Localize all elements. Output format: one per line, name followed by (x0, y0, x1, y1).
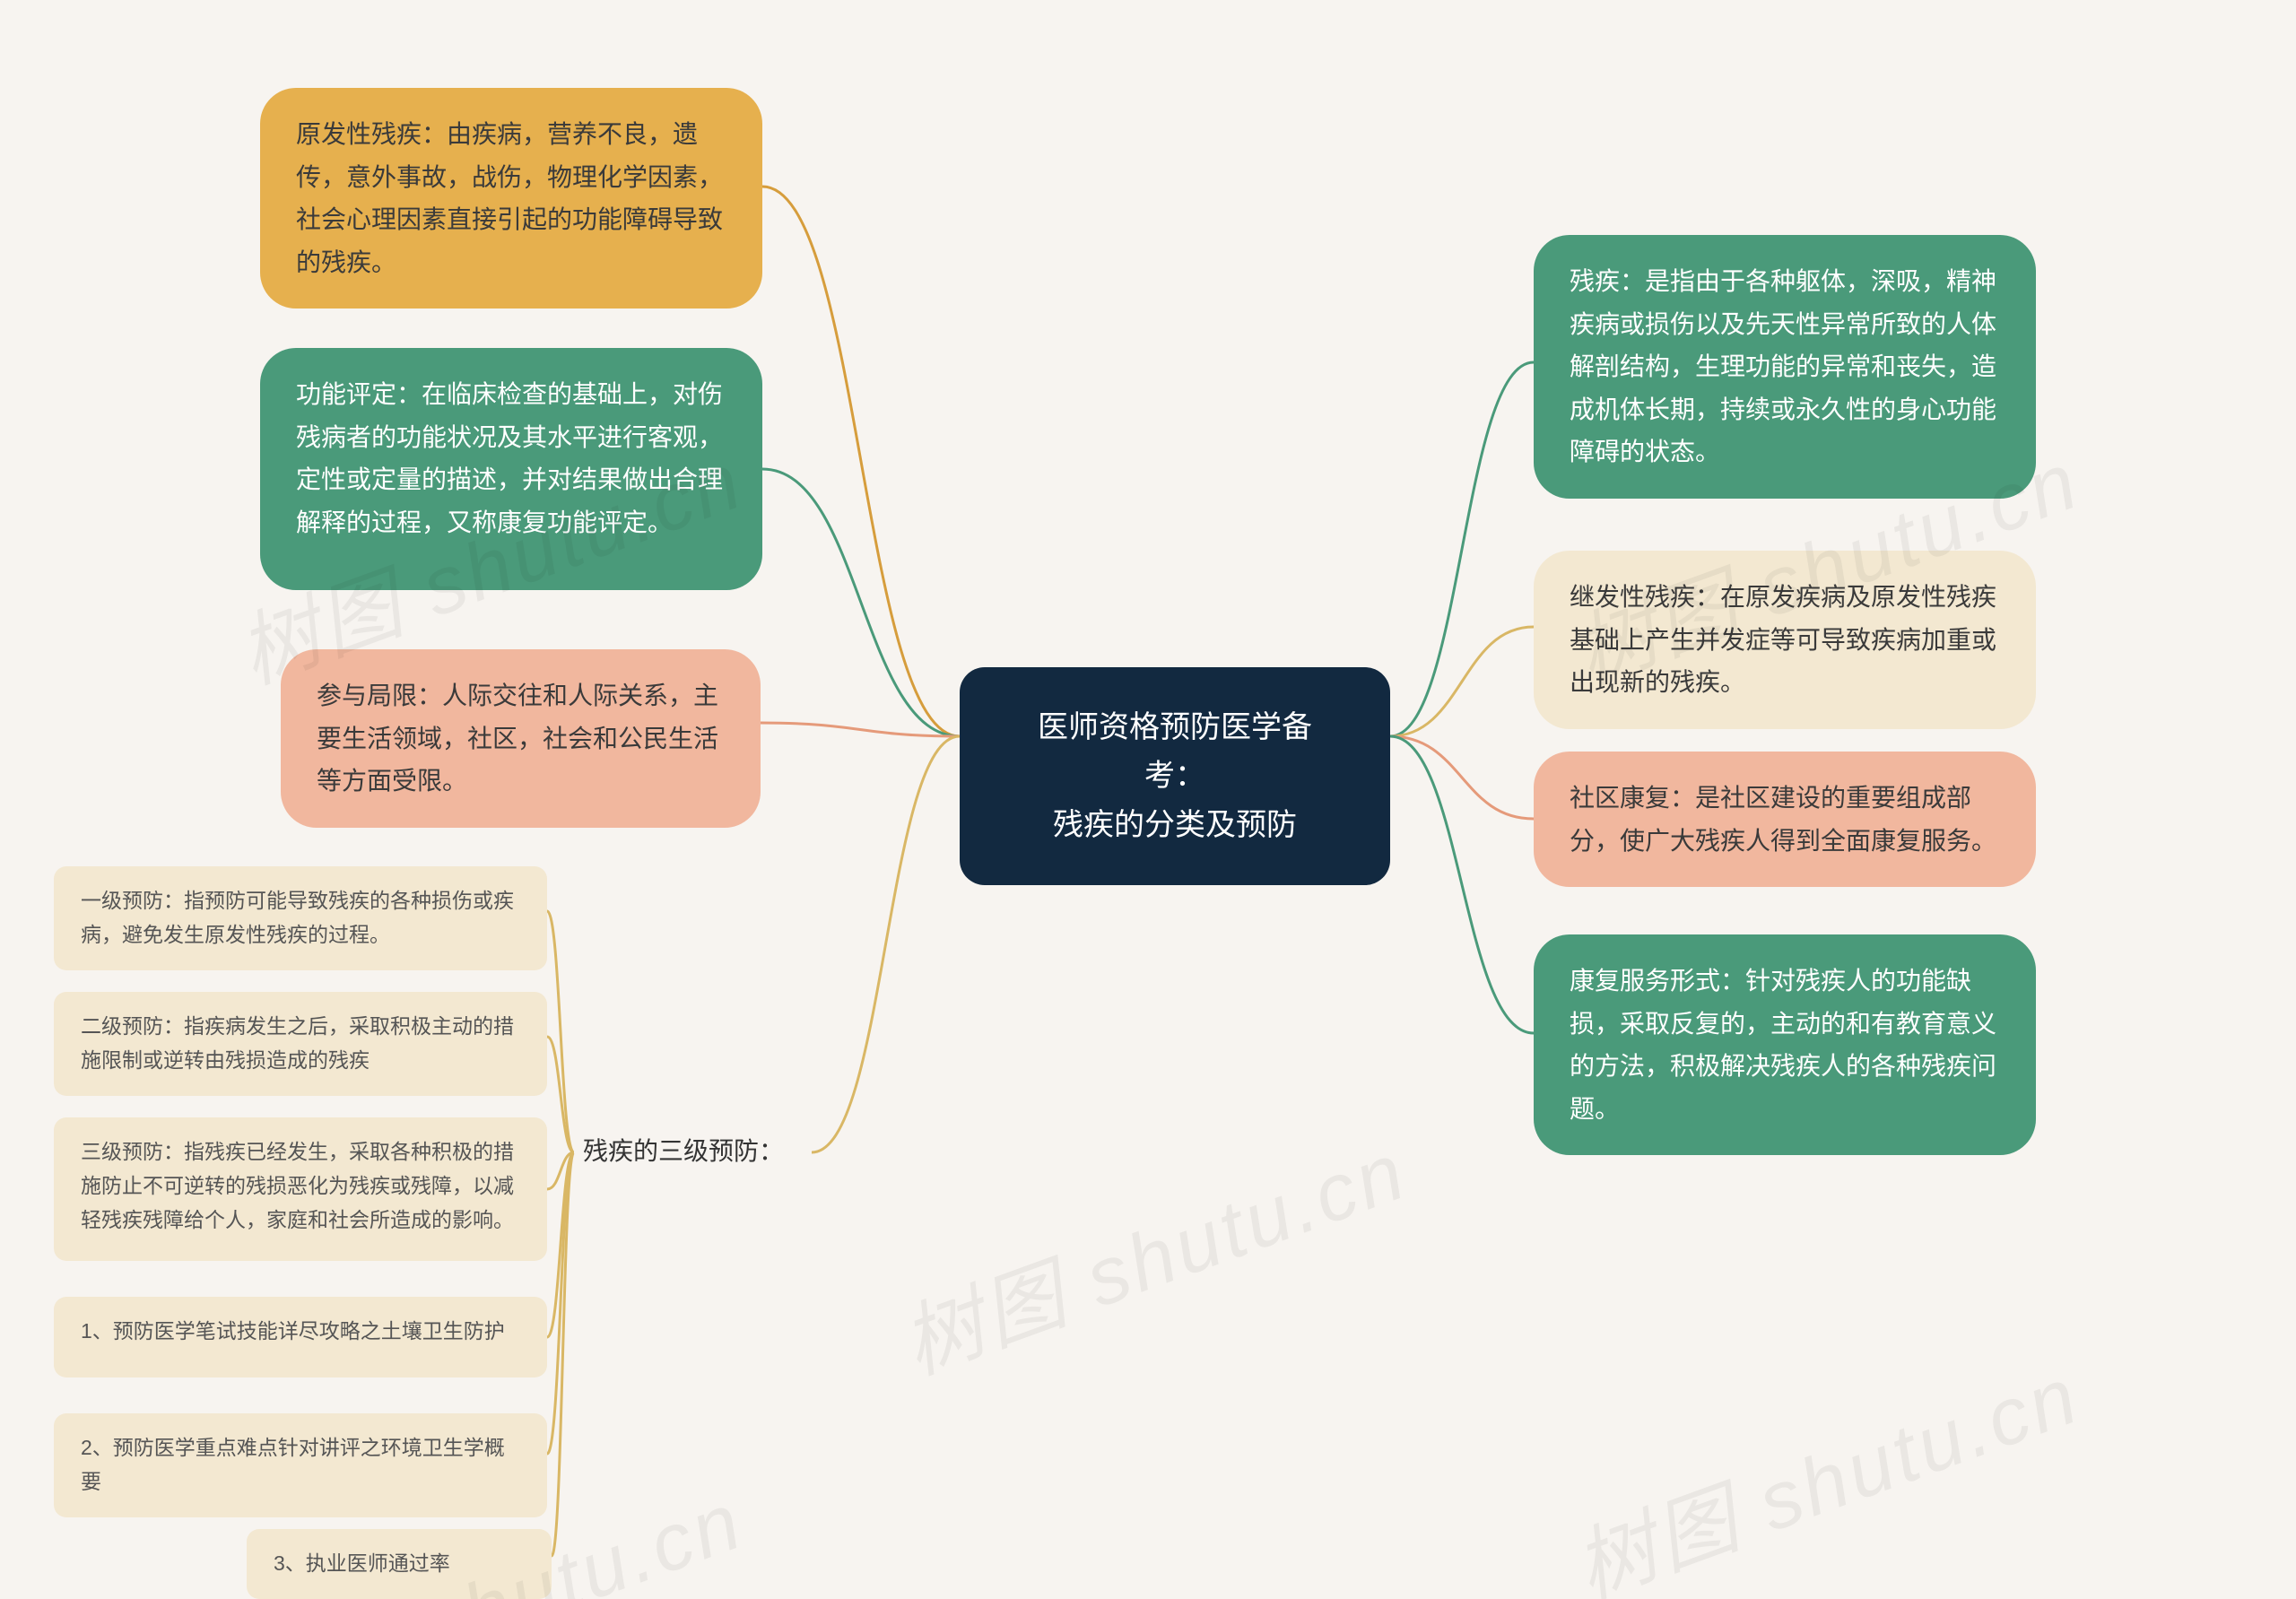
mindmap-node-r3[interactable]: 社区康复：是社区建设的重要组成部分，使广大残疾人得到全面康复服务。 (1534, 752, 2036, 887)
mindmap-node-r4[interactable]: 康复服务形式：针对残疾人的功能缺损，采取反复的，主动的和有教育意义的方法，积极解… (1534, 934, 2036, 1155)
mindmap-node-r1[interactable]: 残疾：是指由于各种躯体，深吸，精神疾病或损伤以及先天性异常所致的人体解剖结构，生… (1534, 235, 2036, 499)
mindmap-node-l1[interactable]: 原发性残疾：由疾病，营养不良，遗传，意外事故，战伤，物理化学因素，社会心理因素直… (260, 88, 762, 309)
mindmap-node-s1[interactable]: 一级预防：指预防可能导致残疾的各种损伤或疾病，避免发生原发性残疾的过程。 (54, 866, 547, 970)
mindmap-node-s4[interactable]: 1、预防医学笔试技能详尽攻略之土壤卫生防护 (54, 1297, 547, 1377)
mindmap-node-r2[interactable]: 继发性残疾：在原发疾病及原发性残疾基础上产生并发症等可导致疾病加重或出现新的残疾… (1534, 551, 2036, 729)
mindmap-node-l2[interactable]: 功能评定：在临床检查的基础上，对伤残病者的功能状况及其水平进行客观，定性或定量的… (260, 348, 762, 590)
sub-branch-label[interactable]: 残疾的三级预防： (583, 1132, 784, 1168)
watermark: 树图 shutu.cn (1557, 1330, 2093, 1599)
mindmap-node-s6[interactable]: 3、执业医师通过率 (247, 1529, 552, 1599)
mindmap-node-l3[interactable]: 参与局限：人际交往和人际关系，主要生活领域，社区，社会和公民生活等方面受限。 (281, 649, 761, 828)
mindmap-node-s5[interactable]: 2、预防医学重点难点针对讲评之环境卫生学概要 (54, 1413, 547, 1517)
mindmap-node-s2[interactable]: 二级预防：指疾病发生之后，采取积极主动的措施限制或逆转由残损造成的残疾 (54, 992, 547, 1096)
center-topic[interactable]: 医师资格预防医学备考： 残疾的分类及预防 (960, 667, 1390, 885)
mindmap-node-s3[interactable]: 三级预防：指残疾已经发生，采取各种积极的措施防止不可逆转的残损恶化为残疾或残障，… (54, 1117, 547, 1261)
watermark: 树图 shutu.cn (884, 1106, 1421, 1396)
